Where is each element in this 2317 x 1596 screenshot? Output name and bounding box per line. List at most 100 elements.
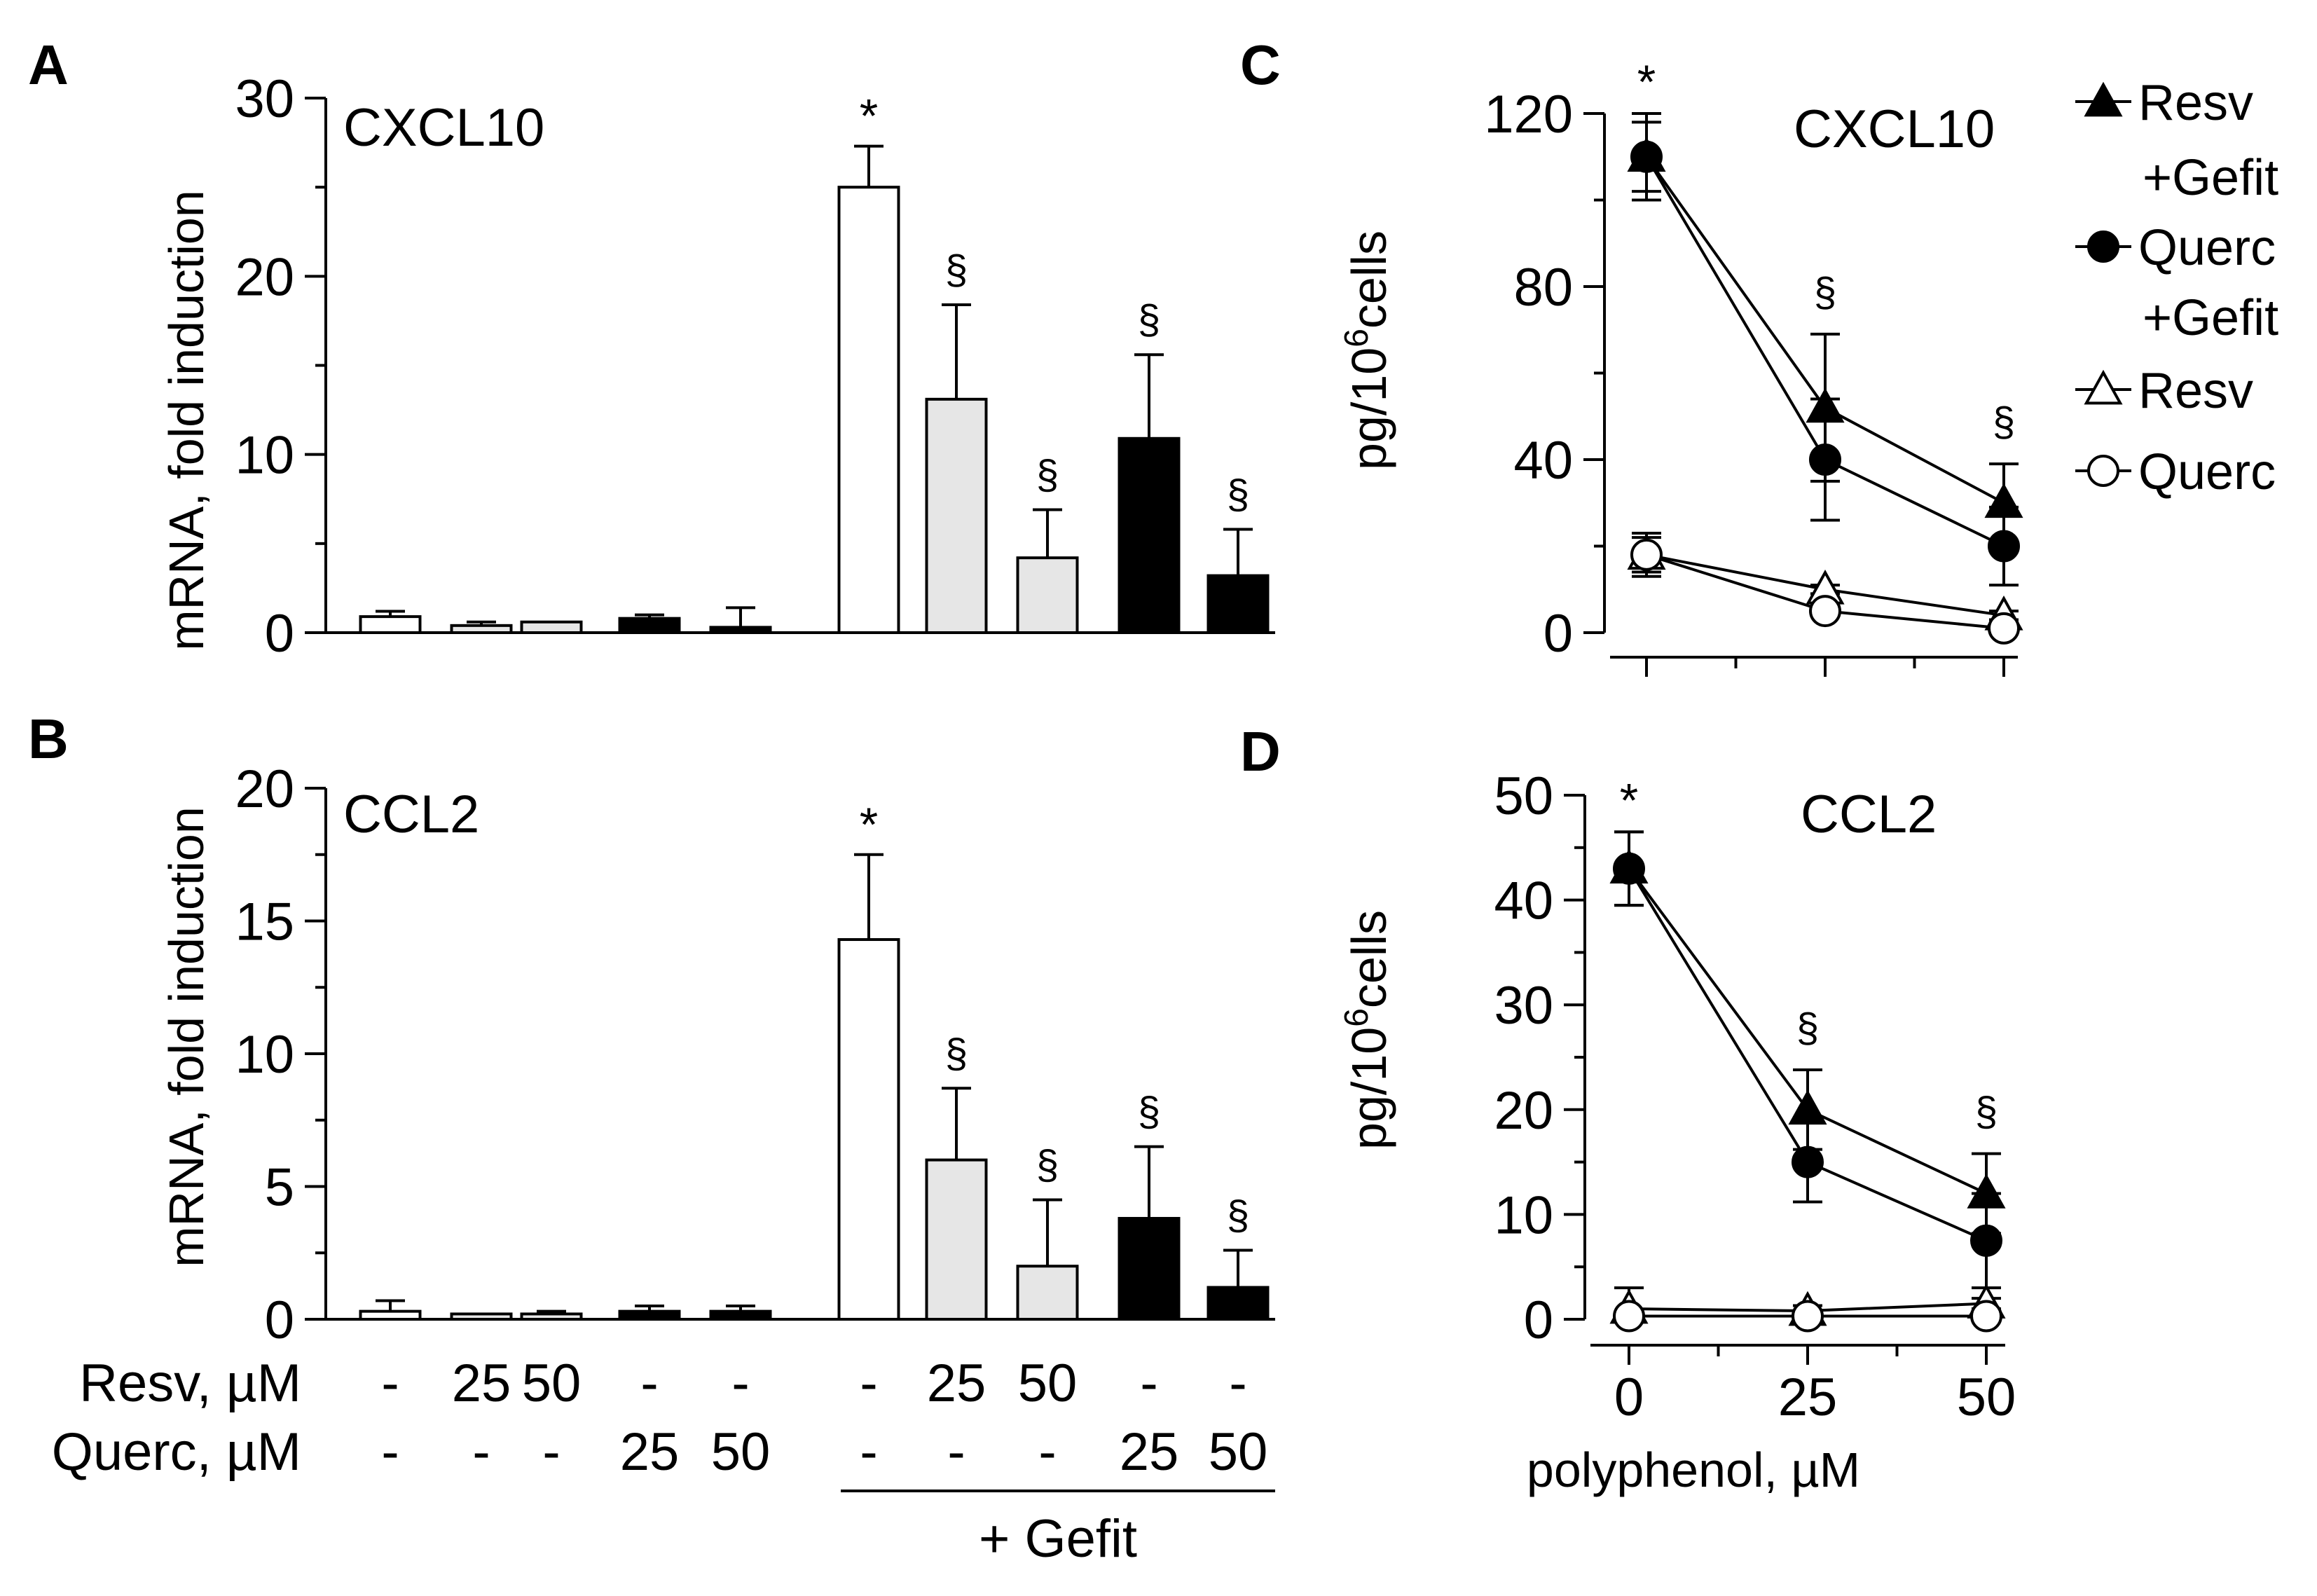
resv-cell: -: [860, 1354, 877, 1413]
significance-section: §: [1975, 1089, 1998, 1135]
resv-row-label: Resv, µM: [79, 1354, 301, 1413]
panel-b: B CCL2 mRNA, fold induction 0 5 10 15 20 * § §…: [28, 708, 1275, 1350]
bar: [709, 626, 772, 634]
querc-row-label: Querc, µM: [52, 1422, 301, 1482]
y-tick-label: 0: [265, 1291, 294, 1350]
y-tick-label: 40: [1513, 431, 1573, 490]
legend-marker-circle-open: [2087, 455, 2119, 487]
querc-cell: -: [472, 1422, 490, 1482]
data-point-triangle-filled: [1984, 483, 2023, 518]
resv-cell: 50: [1018, 1354, 1078, 1413]
bar: [1206, 574, 1270, 635]
querc-cell: 50: [711, 1422, 771, 1482]
legend-entry: Resv +Gefit: [2075, 75, 2278, 206]
legend-label: Querc: [2138, 444, 2276, 500]
y-tick-label: 15: [235, 893, 294, 952]
legend-entry: Resv: [2075, 363, 2253, 419]
y-tick-label: 30: [1494, 976, 1553, 1036]
panel-a-title: CXCL10: [343, 98, 544, 158]
bar: [359, 1309, 422, 1321]
resv-cell: -: [731, 1354, 749, 1413]
panel-c: C CXCL10 pg/106cells 0 40 80 120 * § §: [1240, 34, 2023, 677]
y-tick-label: 10: [235, 426, 294, 486]
significance-section: §: [1138, 297, 1160, 343]
bar: [618, 617, 681, 634]
y-tick-label: 30: [235, 69, 294, 129]
resv-cell: 25: [927, 1354, 986, 1413]
bar: [1118, 436, 1181, 634]
bar: [709, 1309, 772, 1321]
bar: [837, 186, 900, 634]
panel-d-yticks: 0 10 20 30 40 50: [1494, 766, 1586, 1350]
panel-d-xlabel: polyphenol, µM: [1527, 1443, 1860, 1497]
resv-cell: 50: [522, 1354, 582, 1413]
resv-cell: -: [381, 1354, 399, 1413]
significance-section: §: [945, 1031, 968, 1076]
panel-letter-d: D: [1240, 720, 1281, 783]
panel-d-plot: * § §: [1609, 773, 2006, 1333]
panel-letter-c: C: [1240, 34, 1281, 96]
querc-cell: -: [1038, 1422, 1056, 1482]
y-tick-label: 0: [1524, 1291, 1553, 1350]
bar: [450, 1312, 513, 1321]
data-point-triangle-filled: [1806, 387, 1845, 423]
legend-marker-triangle-filled: [2084, 81, 2123, 117]
x-tick-label: 25: [1778, 1368, 1838, 1427]
panel-d-xaxis: 0 25 50: [1590, 1344, 2016, 1427]
panel-b-bars: * § § § §: [359, 798, 1270, 1321]
bar: [925, 1158, 988, 1321]
panel-a: A CXCL10 mRNA, fold induction 0 10 20 30 * §…: [28, 34, 1275, 663]
legend-label: Resv: [2138, 363, 2253, 419]
data-point-circle-filled: [1613, 852, 1645, 885]
legend-marker-circle-filled: [2087, 231, 2119, 263]
condition-cells: -25 50- - -25 50- -- - -25 50- - -25 50: [381, 1354, 1267, 1482]
panel-c-plot: * § §: [1627, 55, 2023, 645]
panel-d: D CCL2 pg/106cells 0 10 20 30 40 50 0 25 50 * § §…: [1240, 720, 2016, 1497]
querc-cell: -: [860, 1422, 877, 1482]
significance-star: *: [1637, 55, 1656, 109]
legend-label: Querc: [2138, 220, 2276, 276]
resv-cell: -: [640, 1354, 658, 1413]
querc-cell: -: [947, 1422, 965, 1482]
resv-cell: 25: [452, 1354, 511, 1413]
bar: [450, 624, 513, 634]
bar: [1118, 1216, 1181, 1321]
panel-letter-a: A: [28, 34, 69, 96]
y-tick-label: 80: [1513, 258, 1573, 317]
y-tick-label: 50: [1494, 766, 1553, 826]
resv-cell: -: [1140, 1354, 1157, 1413]
data-point-circle-open: [1613, 1300, 1645, 1333]
panel-a-ylabel: mRNA, fold induction: [159, 190, 214, 651]
panel-letter-b: B: [28, 708, 69, 770]
panel-b-title: CCL2: [343, 785, 479, 844]
querc-cell: 25: [1120, 1422, 1179, 1482]
y-tick-label: 5: [265, 1158, 294, 1218]
data-point-triangle-filled: [1788, 1089, 1827, 1125]
y-tick-label: 0: [265, 604, 294, 663]
panel-a-bars: * § § § §: [359, 90, 1270, 635]
significance-section: §: [1814, 270, 1836, 315]
querc-cell: -: [381, 1422, 399, 1482]
y-tick-label: 120: [1484, 85, 1573, 144]
significance-section: §: [1227, 472, 1249, 517]
data-point-circle-open: [1809, 595, 1841, 628]
data-point-circle-filled: [1988, 530, 2020, 563]
data-point-circle-open: [1988, 612, 2020, 645]
bar: [359, 615, 422, 634]
y-tick-label: 10: [235, 1025, 294, 1085]
data-point-triangle-filled: [1967, 1174, 2006, 1209]
bar: [1206, 1286, 1270, 1321]
querc-cell: -: [542, 1422, 560, 1482]
querc-cell: 25: [620, 1422, 680, 1482]
panel-b-ylabel: mRNA, fold induction: [159, 806, 214, 1267]
y-tick-label: 0: [1543, 604, 1573, 663]
condition-table: Resv, µM Querc, µM -25 50- - -25 50- -- - -25 50…: [52, 1354, 1275, 1569]
data-point-circle-filled: [1792, 1146, 1824, 1178]
bar: [520, 620, 583, 634]
panel-c-yticks: 0 40 80 120: [1484, 85, 1606, 663]
y-tick-label: 20: [235, 759, 294, 819]
bar: [925, 397, 988, 634]
data-point-circle-filled: [1970, 1224, 2002, 1257]
panel-d-title: CCL2: [1801, 785, 1937, 844]
